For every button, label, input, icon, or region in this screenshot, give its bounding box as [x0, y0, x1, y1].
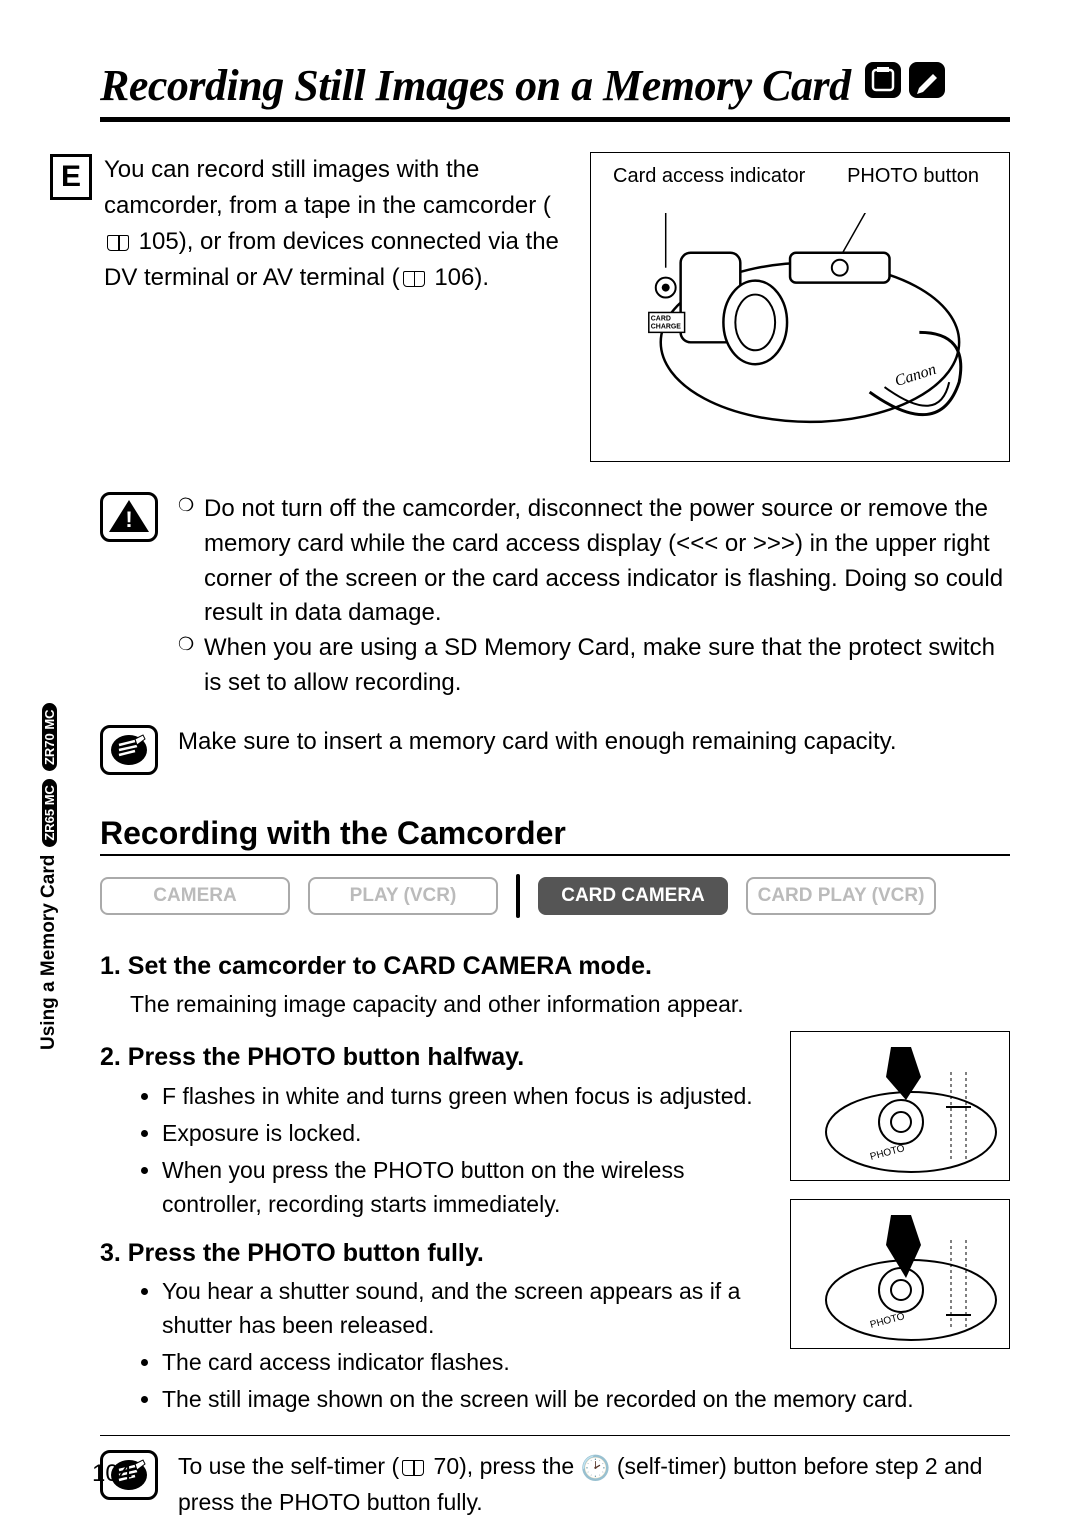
side-tab: Using a Memory Card ZR65 MC ZR70 MC — [38, 703, 60, 1050]
st-mid: ), press the — [459, 1453, 580, 1479]
step-2-bullets: F flashes in white and turns green when … — [144, 1080, 770, 1221]
bullet: The still image shown on the screen will… — [162, 1383, 1010, 1416]
st-ref: 70 — [434, 1453, 460, 1479]
svg-text:CHARGE: CHARGE — [651, 323, 681, 330]
camcorder-illustration: CARD CHARGE Canon — [611, 213, 989, 442]
pen-icon — [907, 60, 947, 100]
self-timer-note: To use the self-timer ( 70), press the 🕑… — [178, 1450, 1010, 1520]
self-timer-icon: 🕑 — [581, 1455, 611, 1482]
model-badge: ZR70 MC — [42, 703, 57, 771]
mode-card-play-vcr: CARD PLAY (VCR) — [746, 877, 936, 915]
step-3-title: 3. Press the PHOTO button fully. — [100, 1235, 770, 1271]
st-before: To use the self-timer ( — [178, 1453, 399, 1479]
title-rule — [100, 117, 1010, 122]
intro-text: You can record still images with the cam… — [104, 152, 560, 296]
step-1-sub: The remaining image capacity and other i… — [130, 988, 1010, 1021]
intro-ref2: 106 — [434, 264, 474, 291]
bullet: Exposure is locked. — [162, 1117, 770, 1150]
warning-icon: ! — [100, 492, 158, 542]
divider — [100, 1435, 1010, 1436]
diagram-label-photo-button: PHOTO button — [847, 165, 979, 188]
page-number: 104 — [92, 1460, 132, 1488]
mode-separator — [516, 874, 520, 918]
book-icon — [402, 1460, 424, 1476]
bullet: F flashes in white and turns green when … — [162, 1080, 770, 1113]
title-icons — [863, 60, 947, 100]
camcorder-diagram: Card access indicator PHOTO button CARD … — [590, 152, 1010, 462]
diagram-label-card-access: Card access indicator — [613, 165, 805, 188]
mode-selector: CAMERA PLAY (VCR) CARD CAMERA CARD PLAY … — [100, 874, 1010, 918]
note-text: Make sure to insert a memory card with e… — [178, 725, 897, 775]
mode-camera: CAMERA — [100, 877, 290, 915]
section-heading: Recording with the Camcorder — [100, 815, 1010, 856]
step-1-title: 1. Set the camcorder to CARD CAMERA mode… — [100, 948, 1010, 984]
model-badge: ZR65 MC — [42, 779, 57, 847]
intro-part3: ). — [474, 264, 489, 291]
intro-part1: You can record still images with the cam… — [104, 156, 551, 219]
book-icon — [107, 235, 129, 251]
language-badge: E — [50, 154, 92, 200]
mode-play-vcr: PLAY (VCR) — [308, 877, 498, 915]
step-3-figure: PHOTO — [790, 1199, 1010, 1349]
svg-text:CARD: CARD — [651, 315, 671, 322]
bullet: You hear a shutter sound, and the screen… — [162, 1275, 770, 1342]
warning-item: When you are using a SD Memory Card, mak… — [178, 631, 1010, 701]
warning-list: Do not turn off the camcorder, disconnec… — [178, 492, 1010, 701]
bullet: When you press the PHOTO button on the w… — [162, 1154, 770, 1221]
step-2-figure: PHOTO — [790, 1031, 1010, 1181]
side-section: Using a Memory Card — [38, 855, 59, 1050]
warning-item: Do not turn off the camcorder, disconnec… — [178, 492, 1010, 631]
svg-text:!: ! — [125, 507, 132, 532]
note-icon — [100, 725, 158, 775]
bullet: The card access indicator flashes. — [162, 1346, 770, 1379]
book-icon — [403, 271, 425, 287]
page-title: Recording Still Images on a Memory Card — [100, 60, 851, 111]
step-3-bullets: You hear a shutter sound, and the screen… — [144, 1275, 770, 1379]
step-3-bullets-cont: The still image shown on the screen will… — [144, 1383, 1010, 1416]
mode-card-camera: CARD CAMERA — [538, 877, 728, 915]
intro-ref1: 105 — [139, 228, 179, 255]
card-icon — [863, 60, 903, 100]
step-2-title: 2. Press the PHOTO button halfway. — [100, 1039, 770, 1075]
